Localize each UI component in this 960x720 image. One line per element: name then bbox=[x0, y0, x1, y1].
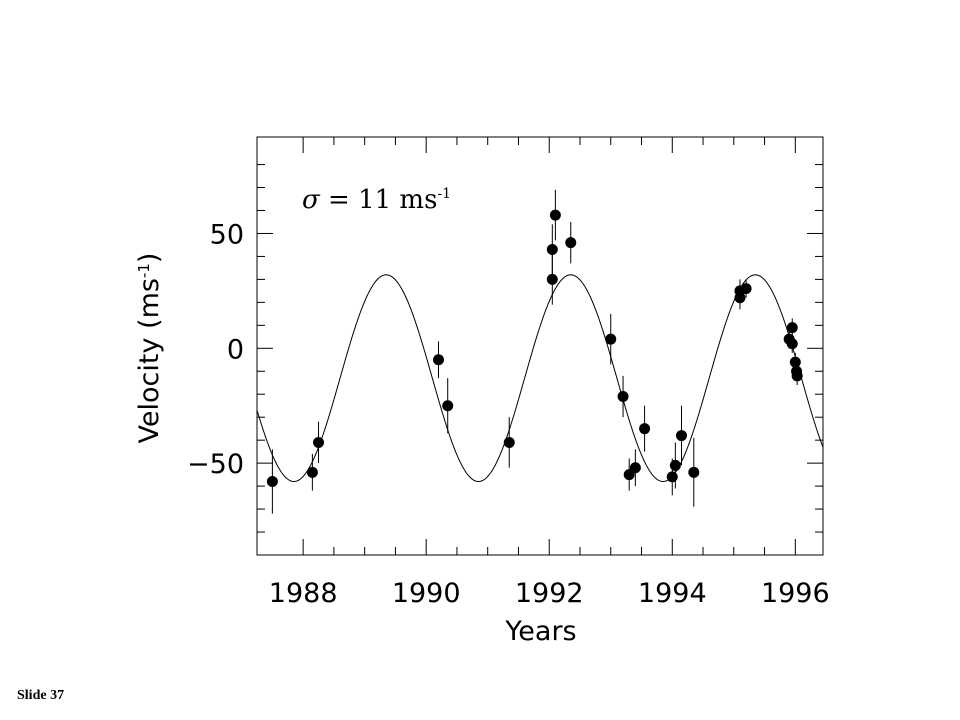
x-tick-label: 1996 bbox=[761, 578, 830, 609]
data-point bbox=[786, 318, 798, 337]
y-tick-label: 0 bbox=[227, 334, 244, 365]
x-axis-title: Years bbox=[504, 616, 576, 647]
tick-marks bbox=[257, 137, 823, 555]
point-marker bbox=[669, 459, 681, 471]
y-tick-label: 50 bbox=[210, 219, 244, 250]
data-point bbox=[791, 366, 803, 386]
data-point bbox=[734, 286, 746, 310]
y-axis-title-close: ) bbox=[134, 253, 165, 264]
point-marker bbox=[734, 292, 746, 304]
point-marker bbox=[688, 466, 700, 478]
data-point bbox=[442, 378, 454, 434]
point-marker bbox=[740, 283, 752, 295]
data-point bbox=[639, 405, 651, 452]
y-axis-title-main: Velocity (ms bbox=[134, 278, 165, 443]
plot-frame bbox=[256, 136, 824, 556]
data-point bbox=[740, 279, 752, 298]
point-marker bbox=[791, 370, 803, 382]
fit-curve bbox=[256, 274, 824, 483]
point-marker bbox=[629, 462, 641, 474]
y-axis-title-sup: -1 bbox=[135, 263, 153, 278]
data-point bbox=[565, 221, 577, 264]
x-tick-label: 1994 bbox=[638, 578, 707, 609]
point-marker bbox=[666, 471, 678, 483]
data-point bbox=[313, 421, 325, 464]
data-point bbox=[629, 449, 641, 487]
y-axis-title: Velocity (ms-1) bbox=[134, 253, 165, 444]
data-point bbox=[676, 405, 687, 466]
sigma-annotation: σ = 11 ms-1 bbox=[302, 185, 451, 215]
slide-number-label: Slide 37 bbox=[17, 688, 65, 703]
x-tick-label: 1988 bbox=[269, 578, 338, 609]
point-marker bbox=[549, 209, 561, 221]
point-marker bbox=[546, 273, 558, 285]
sigma-symbol: σ bbox=[302, 185, 321, 215]
data-point bbox=[605, 313, 617, 365]
data-points bbox=[266, 189, 803, 514]
data-point bbox=[617, 375, 629, 418]
point-marker bbox=[313, 436, 325, 448]
data-point bbox=[669, 442, 681, 489]
point-marker bbox=[786, 322, 798, 334]
point-marker bbox=[617, 391, 629, 403]
x-tick-label: 1990 bbox=[392, 578, 461, 609]
data-point bbox=[306, 453, 318, 491]
point-marker bbox=[786, 338, 798, 350]
data-point bbox=[503, 417, 515, 468]
point-marker bbox=[266, 476, 278, 488]
data-point bbox=[549, 189, 561, 241]
sigma-text: = 11 ms bbox=[320, 185, 438, 215]
data-point bbox=[432, 341, 444, 379]
point-marker bbox=[639, 423, 651, 435]
point-marker bbox=[789, 356, 801, 368]
y-tick-label: −50 bbox=[187, 449, 244, 480]
point-marker bbox=[565, 237, 577, 249]
data-point bbox=[786, 334, 798, 353]
point-marker bbox=[306, 466, 318, 478]
point-marker bbox=[676, 430, 687, 442]
point-marker bbox=[605, 333, 617, 345]
x-tick-labels: 1988 1990 1992 1994 1996 bbox=[269, 578, 830, 609]
data-point bbox=[546, 254, 558, 305]
sigma-sup: -1 bbox=[437, 186, 451, 202]
data-point bbox=[688, 437, 700, 507]
point-marker bbox=[546, 244, 558, 256]
y-tick-labels: −50 0 50 bbox=[187, 219, 244, 480]
point-marker bbox=[503, 436, 515, 448]
point-marker bbox=[442, 400, 454, 412]
point-marker bbox=[432, 354, 444, 366]
data-point bbox=[266, 449, 278, 514]
x-tick-label: 1992 bbox=[515, 578, 584, 609]
